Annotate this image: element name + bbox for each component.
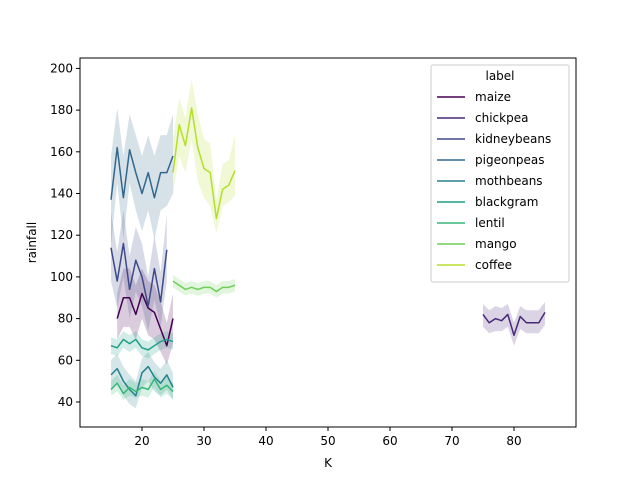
legend-label-coffee: coffee [475, 258, 512, 272]
legend-label-lentil: lentil [475, 216, 505, 230]
x-tick-label: 60 [382, 434, 397, 448]
legend-label-kidneybeans: kidneybeans [475, 132, 551, 146]
y-tick-label: 160 [50, 145, 73, 159]
x-tick-label: 40 [258, 434, 273, 448]
y-axis-ticks: 40 60 80 100 120 140 160 180 200 [50, 61, 80, 409]
line-mothbeans [110, 365, 174, 397]
line-coffee [172, 107, 236, 220]
band-blackgram [111, 331, 173, 359]
y-axis-label: rainfall [25, 222, 39, 263]
legend-label-maize: maize [475, 90, 511, 104]
line-kidneybeans [110, 242, 168, 307]
legend-title: label [485, 69, 514, 83]
line-pigeonpeas [110, 146, 174, 200]
x-tick-label: 80 [506, 434, 521, 448]
band-mothbeans [111, 351, 173, 409]
y-tick-label: 40 [58, 395, 73, 409]
y-tick-label: 200 [50, 61, 73, 75]
band-pigeonpeas [111, 108, 173, 246]
line-lentil [110, 378, 174, 395]
legend-label-blackgram: blackgram [475, 195, 538, 209]
legend-label-mango: mango [475, 237, 517, 251]
legend-label-mothbeans: mothbeans [475, 174, 543, 188]
band-lentil [111, 370, 173, 400]
band-maize [117, 268, 173, 365]
y-tick-label: 100 [50, 270, 73, 284]
legend-entries: maize chickpea kidneybeans pigeonpeas mothbe… [437, 90, 551, 272]
line-mango [172, 280, 236, 293]
y-tick-label: 60 [58, 353, 73, 367]
x-tick-label: 50 [320, 434, 335, 448]
band-coffee [173, 78, 235, 234]
legend: label maize chickpea kidneybeans pigeonpeas… [430, 64, 570, 283]
series-lines [110, 107, 546, 397]
y-tick-label: 140 [50, 187, 73, 201]
band-chickpea [483, 301, 545, 346]
legend-box [430, 64, 570, 283]
y-tick-label: 120 [50, 228, 73, 242]
y-tick-label: 180 [50, 103, 73, 117]
line-maize [116, 292, 174, 347]
x-axis-ticks: 20 30 40 50 60 70 80 [134, 427, 522, 448]
x-axis-label: K [324, 456, 333, 470]
y-tick-label: 80 [58, 312, 73, 326]
line-blackgram [110, 338, 174, 351]
band-mango [173, 274, 235, 298]
line-chickpea [482, 311, 546, 337]
legend-label-pigeonpeas: pigeonpeas [475, 153, 545, 167]
x-tick-label: 30 [196, 434, 211, 448]
x-tick-label: 70 [444, 434, 459, 448]
x-tick-label: 20 [134, 434, 149, 448]
legend-label-chickpea: chickpea [475, 111, 528, 125]
